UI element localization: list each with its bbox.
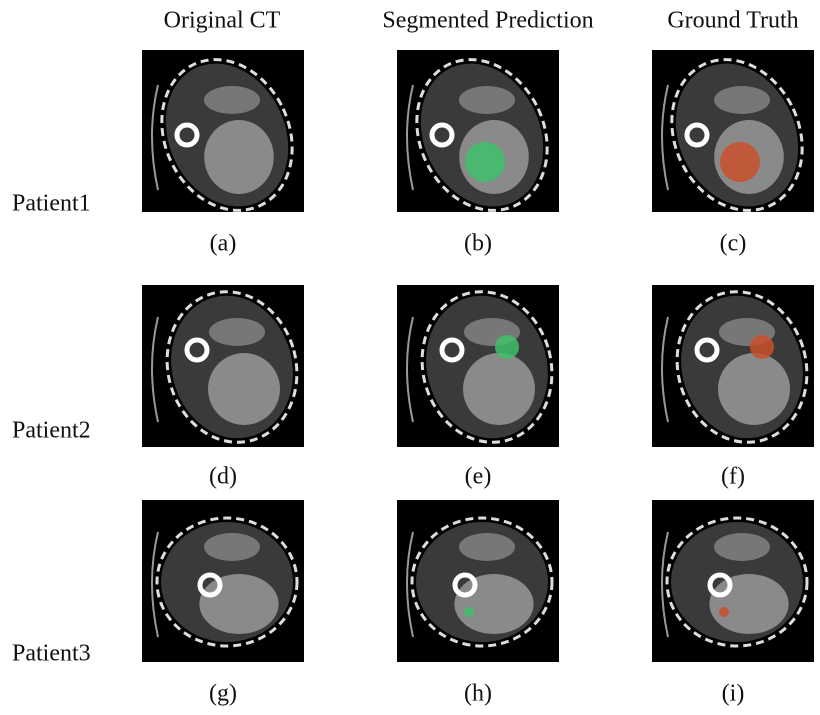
caption: (f) <box>721 464 745 490</box>
liver <box>463 353 535 425</box>
column-header: Segmented Prediction <box>382 8 593 34</box>
column-header: Original CT <box>164 8 281 34</box>
ct-image <box>142 277 313 457</box>
liver <box>718 353 790 425</box>
bowel <box>209 318 265 346</box>
liver <box>204 120 274 194</box>
ct-image <box>138 38 316 232</box>
bowel <box>714 86 770 114</box>
liver <box>709 574 788 634</box>
prediction-mask <box>495 335 519 359</box>
caption: (h) <box>464 681 492 707</box>
caption: (i) <box>722 681 745 707</box>
ct-image <box>142 500 304 662</box>
caption: (g) <box>209 681 237 707</box>
ct-image <box>652 277 820 457</box>
bowel <box>204 86 260 114</box>
prediction-mask <box>464 607 474 617</box>
ground-truth-mask <box>750 335 774 359</box>
ct-image <box>397 500 559 662</box>
row-label: Patient2 <box>12 418 91 444</box>
prediction-mask <box>465 142 505 182</box>
figure: Original CT Segmented Prediction Ground Tr… <box>0 0 820 715</box>
bowel <box>714 533 770 561</box>
caption: (a) <box>210 231 237 257</box>
column-header: Ground Truth <box>667 8 798 34</box>
liver <box>199 574 278 634</box>
ground-truth-mask <box>719 607 729 617</box>
bowel <box>459 533 515 561</box>
ground-truth-mask <box>720 142 760 182</box>
liver <box>208 353 280 425</box>
caption: (c) <box>720 231 747 257</box>
ct-image <box>652 500 814 662</box>
row-label: Patient3 <box>12 641 91 667</box>
bowel <box>459 86 515 114</box>
ct-image <box>397 277 568 457</box>
liver <box>454 574 533 634</box>
row-label: Patient1 <box>12 191 91 217</box>
bowel <box>204 533 260 561</box>
caption: (d) <box>209 464 237 490</box>
ct-image <box>393 38 571 232</box>
ct-image <box>648 38 820 232</box>
caption: (b) <box>464 231 492 257</box>
caption: (e) <box>465 464 492 490</box>
